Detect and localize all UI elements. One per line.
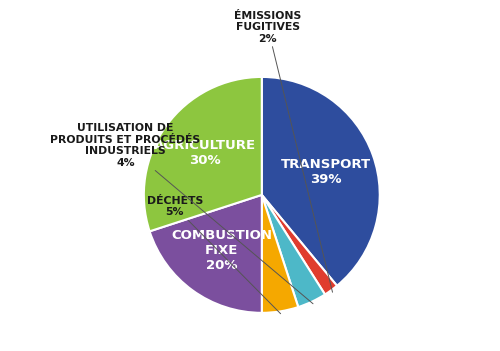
Wedge shape xyxy=(262,195,337,294)
Text: UTILISATION DE
PRODUITS ET PROCÉDÉS
INDUSTRIELS
4%: UTILISATION DE PRODUITS ET PROCÉDÉS INDU… xyxy=(50,123,313,304)
Text: ÉMISSIONS
FUGITIVES
2%: ÉMISSIONS FUGITIVES 2% xyxy=(234,11,332,292)
Wedge shape xyxy=(262,77,380,286)
Wedge shape xyxy=(144,77,262,231)
Text: COMBUSTION
FIXE
20%: COMBUSTION FIXE 20% xyxy=(171,229,272,272)
Text: AGRICULTURE
30%: AGRICULTURE 30% xyxy=(154,139,256,167)
Text: DÉCHETS
5%: DÉCHETS 5% xyxy=(146,196,280,314)
Wedge shape xyxy=(150,195,262,313)
Text: TRANSPORT
39%: TRANSPORT 39% xyxy=(281,158,371,186)
Wedge shape xyxy=(262,195,325,307)
Wedge shape xyxy=(262,195,298,313)
